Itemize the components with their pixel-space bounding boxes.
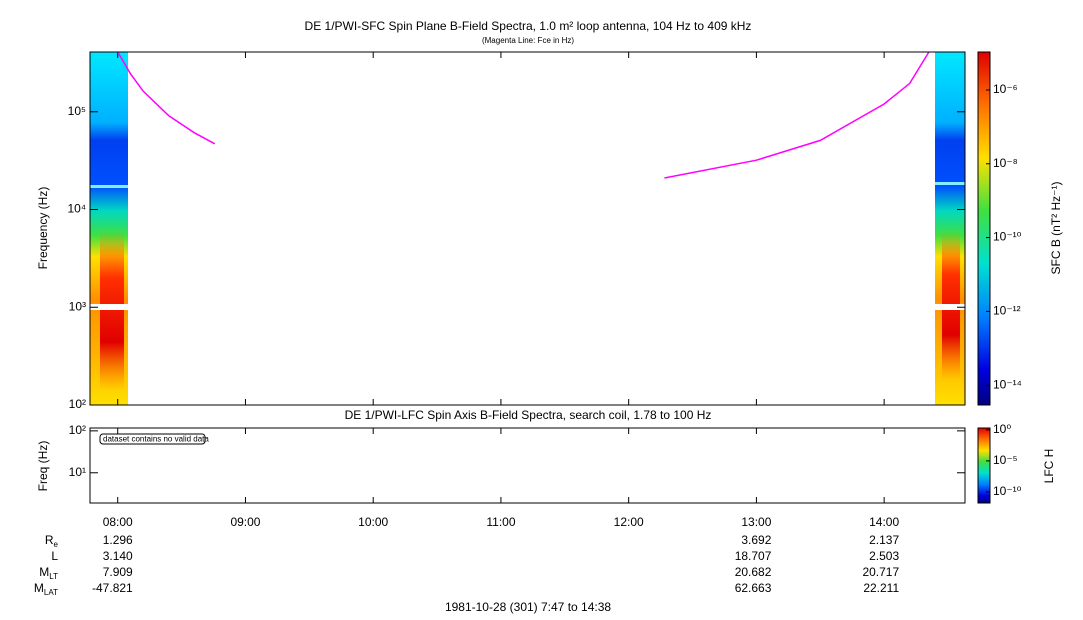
colorbar-tick-label: 10⁻⁶: [993, 82, 1018, 96]
row-label-sub: LAT: [44, 588, 58, 597]
x-tick-label: 09:00: [230, 515, 260, 529]
y-tick-label: 10²: [69, 397, 86, 411]
colorbar-frame: [977, 427, 991, 504]
ephemeris-value: 22.211: [863, 581, 899, 595]
fce-line: [117, 51, 930, 179]
ephemeris-value: 18.707: [735, 549, 772, 563]
ephemeris-value: 7.909: [103, 565, 133, 579]
colorbar-tick-label: 10⁰: [993, 422, 1011, 436]
x-tick-label: 11:00: [486, 515, 515, 529]
x-tick-label: 13:00: [741, 515, 771, 529]
annotation-box: [99, 433, 206, 445]
colorbar-label: SFC B (nT² Hz⁻¹): [1049, 182, 1063, 275]
ephemeris-value: -47.821: [92, 581, 133, 595]
footer: 1981-10-28 (301) 7:47 to 14:38: [445, 600, 611, 614]
x-tick-label: 08:00: [103, 515, 133, 529]
row-label: Re: [45, 533, 59, 549]
y-axis-label: Freq (Hz): [36, 441, 50, 492]
row-label: L: [51, 549, 58, 563]
row-label-main: M: [34, 581, 44, 595]
y-tick-label: 10³: [69, 299, 86, 313]
y-tick-label: 10⁴: [67, 202, 86, 216]
row-label-main: R: [45, 533, 54, 547]
row-label-main: L: [51, 549, 58, 563]
colorbar-tick-label: 10⁻⁸: [993, 156, 1018, 170]
colorbar-tick-label: 10⁻⁵: [993, 453, 1018, 467]
x-tick-label: 12:00: [614, 515, 644, 529]
ephemeris-value: 62.663: [735, 581, 772, 595]
annotation: dataset contains no valid data: [103, 435, 209, 444]
colorbar-tick-label: 10⁻¹⁰: [993, 484, 1022, 498]
colorbar: [978, 428, 990, 503]
row-label-main: M: [39, 565, 49, 579]
plot-frame: [89, 427, 966, 504]
chart-subtitle: (Magenta Line: Fce in Hz): [482, 36, 574, 45]
x-tick-label: 14:00: [869, 515, 899, 529]
row-label-sub: e: [54, 540, 59, 549]
chart-title: DE 1/PWI-SFC Spin Plane B-Field Spectra,…: [305, 19, 752, 33]
y-tick-label: 10⁵: [68, 104, 86, 118]
spectrogram-image: [90, 52, 965, 405]
y-axis-label: Frequency (Hz): [36, 187, 50, 270]
ephemeris-value: 3.692: [741, 533, 771, 547]
colorbar-tick-label: 10⁻¹⁴: [993, 377, 1022, 391]
ephemeris-value: 20.682: [735, 565, 772, 579]
plot-frame: [89, 51, 966, 406]
colorbar-frame: [977, 51, 991, 406]
chart-title: DE 1/PWI-LFC Spin Axis B-Field Spectra, …: [345, 408, 712, 422]
y-tick-label: 10¹: [69, 465, 86, 479]
colorbar-tick-label: 10⁻¹⁰: [993, 230, 1022, 244]
colorbar-label: LFC H: [1042, 449, 1056, 484]
colorbar: [978, 52, 990, 405]
ephemeris-value: 1.296: [103, 533, 133, 547]
x-tick-label: 10:00: [358, 515, 388, 529]
ephemeris-value: 20.717: [862, 565, 899, 579]
colorbar-tick-label: 10⁻¹²: [993, 304, 1021, 318]
row-label-sub: LT: [49, 572, 58, 581]
ephemeris-value: 2.137: [869, 533, 899, 547]
row-label: MLT: [39, 565, 58, 581]
y-tick-label: 10²: [69, 423, 86, 437]
ephemeris-value: 3.140: [103, 549, 133, 563]
row-label: MLAT: [34, 581, 58, 597]
ephemeris-value: 2.503: [869, 549, 899, 563]
